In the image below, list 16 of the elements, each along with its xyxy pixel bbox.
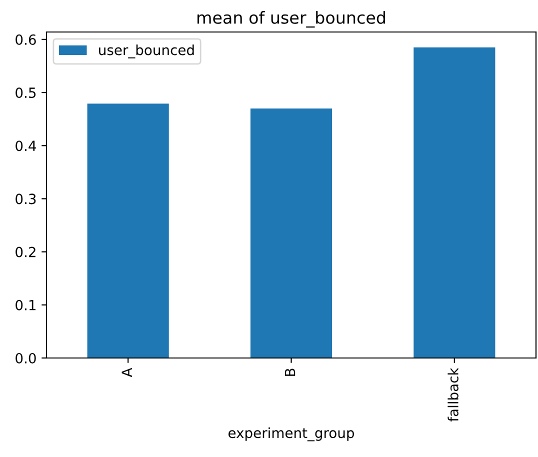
y-tick-label: 0.3 <box>16 194 36 204</box>
chart-title: mean of user_bounced <box>198 11 385 28</box>
x-axis-title: experiment_group <box>228 427 354 442</box>
bar <box>87 104 169 358</box>
x-tick-label: B <box>284 368 296 376</box>
x-tick-label: fallback <box>448 368 458 422</box>
bar <box>250 108 332 358</box>
legend-label: user_bounced <box>99 44 194 58</box>
y-tick-label: 0.5 <box>16 87 36 98</box>
y-tick-label: 0.0 <box>16 352 36 364</box>
y-tick-label: 0.2 <box>16 246 36 258</box>
y-tick-label: 0.1 <box>16 300 36 310</box>
x-tick-label: A <box>122 368 132 378</box>
y-tick-label: 0.6 <box>16 34 36 45</box>
bar <box>414 47 496 358</box>
y-tick-label: 0.4 <box>16 140 36 152</box>
